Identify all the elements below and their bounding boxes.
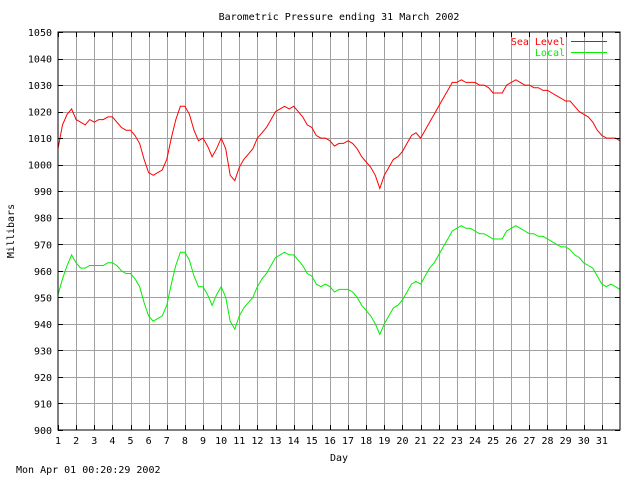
x-tick-label: 29 (560, 436, 572, 447)
x-tick-label: 5 (128, 436, 134, 447)
y-tick-label: 990 (34, 187, 52, 198)
x-tick-label: 13 (270, 436, 282, 447)
x-tick-label: 6 (146, 436, 152, 447)
axis-ticks (58, 32, 620, 431)
x-axis-tick-labels: 1 2 3 4 5 6 7 8 9 10 11 12 13 14 15 16 17 18 19 20 21 22 23 24 2… (55, 436, 608, 447)
y-tick-label: 960 (34, 267, 52, 278)
x-tick-label: 30 (578, 436, 590, 447)
x-tick-label: 23 (451, 436, 463, 447)
grid-lines (58, 32, 620, 430)
series-line-local (57, 225, 621, 336)
x-tick-label: 2 (73, 436, 79, 447)
x-tick-label: 21 (415, 436, 427, 447)
x-tick-label: 25 (487, 436, 499, 447)
legend-label-sea-level: Sea Level (511, 37, 565, 48)
x-tick-label: 22 (433, 436, 445, 447)
plot-border (57, 31, 621, 431)
chart-title: Barometric Pressure ending 31 March 2002 (219, 12, 460, 23)
plot-area (58, 32, 620, 430)
x-tick-label: 27 (523, 436, 535, 447)
x-tick-label: 16 (324, 436, 336, 447)
y-axis-label: Millibars (6, 204, 17, 258)
x-tick-label: 14 (288, 436, 300, 447)
x-tick-label: 15 (306, 436, 318, 447)
x-axis-label: Day (330, 453, 348, 464)
y-tick-label: 950 (34, 293, 52, 304)
y-tick-label: 940 (34, 320, 52, 331)
y-tick-label: 910 (34, 399, 52, 410)
y-tick-label: 980 (34, 214, 52, 225)
x-tick-label: 1 (55, 436, 61, 447)
x-tick-label: 9 (200, 436, 206, 447)
y-tick-label: 1020 (28, 108, 52, 119)
x-tick-label: 12 (251, 436, 263, 447)
x-tick-label: 19 (378, 436, 390, 447)
y-tick-label: 920 (34, 373, 52, 384)
y-tick-label: 1000 (28, 161, 52, 172)
x-tick-label: 10 (215, 436, 227, 447)
y-tick-label: 1040 (28, 55, 52, 66)
x-tick-label: 4 (109, 436, 115, 447)
x-tick-label: 24 (469, 436, 481, 447)
y-axis-tick-labels: 900 910 920 930 940 950 960 970 980 990 1000 1010 10… (28, 28, 52, 437)
y-tick-label: 930 (34, 346, 52, 357)
x-tick-label: 11 (233, 436, 245, 447)
series-line-sea-level (57, 79, 621, 191)
x-tick-label: 26 (505, 436, 517, 447)
x-tick-label: 3 (91, 436, 97, 447)
y-tick-label: 1030 (28, 81, 52, 92)
x-tick-label: 17 (342, 436, 354, 447)
x-tick-label: 20 (396, 436, 408, 447)
legend-label-local: Local (535, 48, 565, 59)
x-tick-label: 7 (164, 436, 170, 447)
series-layer (57, 79, 621, 336)
x-tick-label: 28 (541, 436, 553, 447)
x-tick-label: 18 (360, 436, 372, 447)
x-tick-label: 8 (182, 436, 188, 447)
y-tick-label: 900 (34, 426, 52, 437)
timestamp-footer: Mon Apr 01 00:20:29 2002 (16, 465, 161, 476)
x-tick-label: 31 (596, 436, 608, 447)
y-tick-label: 1010 (28, 134, 52, 145)
y-tick-label: 970 (34, 240, 52, 251)
y-tick-label: 1050 (28, 28, 52, 39)
